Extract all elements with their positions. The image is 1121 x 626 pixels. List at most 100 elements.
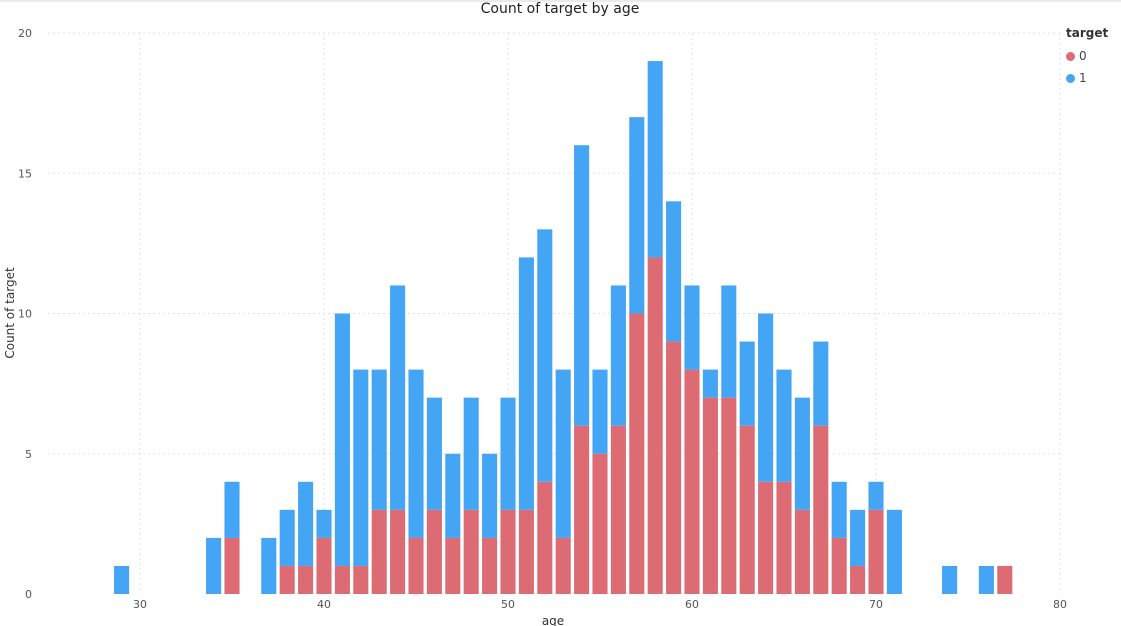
bar-target-1[interactable] bbox=[666, 201, 682, 342]
bar-target-0[interactable] bbox=[666, 341, 682, 594]
bar-target-1[interactable] bbox=[978, 565, 994, 594]
bar-target-0[interactable] bbox=[647, 257, 663, 594]
bar-target-1[interactable] bbox=[279, 509, 295, 566]
bar-target-0[interactable] bbox=[629, 313, 645, 595]
bar-target-1[interactable] bbox=[739, 341, 755, 426]
bar-target-1[interactable] bbox=[500, 397, 516, 510]
x-tick-label: 80 bbox=[1053, 598, 1067, 611]
bar-target-0[interactable] bbox=[500, 509, 516, 594]
bar-target-1[interactable] bbox=[334, 313, 350, 566]
bar-target-0[interactable] bbox=[390, 509, 406, 594]
bar-target-0[interactable] bbox=[684, 369, 700, 594]
bar-target-1[interactable] bbox=[445, 453, 461, 538]
gridlines bbox=[48, 32, 1061, 594]
legend-dot-icon bbox=[1066, 51, 1075, 61]
bar-target-1[interactable] bbox=[390, 285, 406, 510]
x-tick-label: 30 bbox=[133, 598, 147, 611]
bar-target-1[interactable] bbox=[813, 341, 829, 426]
bar-target-0[interactable] bbox=[518, 509, 534, 594]
bar-target-0[interactable] bbox=[426, 509, 442, 594]
bar-target-0[interactable] bbox=[574, 425, 590, 594]
bar-target-0[interactable] bbox=[224, 537, 240, 594]
bar-target-0[interactable] bbox=[850, 565, 866, 594]
x-tick-label: 50 bbox=[501, 598, 515, 611]
bar-target-1[interactable] bbox=[537, 229, 553, 482]
bar-target-1[interactable] bbox=[574, 145, 590, 426]
legend-dot-icon bbox=[1066, 73, 1075, 83]
bar-target-0[interactable] bbox=[353, 565, 369, 594]
bar-target-0[interactable] bbox=[279, 565, 295, 594]
y-tick-label: 15 bbox=[18, 167, 32, 180]
bar-target-0[interactable] bbox=[702, 397, 718, 594]
bar-target-1[interactable] bbox=[647, 61, 663, 258]
bar-target-0[interactable] bbox=[371, 509, 387, 594]
bar-target-1[interactable] bbox=[592, 369, 608, 454]
bar-target-0[interactable] bbox=[482, 537, 498, 594]
bar-target-0[interactable] bbox=[831, 537, 847, 594]
bar-target-1[interactable] bbox=[942, 565, 958, 594]
x-tick-label: 60 bbox=[685, 598, 699, 611]
bar-target-0[interactable] bbox=[298, 565, 314, 594]
bar-target-0[interactable] bbox=[610, 425, 626, 594]
x-tick-label: 70 bbox=[869, 598, 883, 611]
bar-target-1[interactable] bbox=[224, 481, 240, 538]
bar-target-1[interactable] bbox=[316, 509, 332, 538]
bar-target-1[interactable] bbox=[371, 369, 387, 510]
bar-target-0[interactable] bbox=[776, 481, 792, 594]
bar-target-0[interactable] bbox=[794, 509, 810, 594]
legend-title: target bbox=[1066, 26, 1109, 40]
bar-target-0[interactable] bbox=[408, 537, 424, 594]
bar-target-0[interactable] bbox=[463, 509, 479, 594]
bar-target-1[interactable] bbox=[610, 285, 626, 426]
y-tick-label: 0 bbox=[25, 588, 32, 601]
bar-target-0[interactable] bbox=[592, 453, 608, 594]
bar-target-1[interactable] bbox=[353, 369, 369, 566]
axes: 0 5 10 15 20 30 40 50 60 70 80 bbox=[18, 27, 1067, 611]
bar-target-1[interactable] bbox=[518, 257, 534, 510]
bar-target-1[interactable] bbox=[702, 369, 718, 398]
bar-target-1[interactable] bbox=[868, 481, 884, 510]
bar-target-1[interactable] bbox=[426, 397, 442, 510]
y-axis-label: Count of target bbox=[3, 267, 17, 359]
bar-target-1[interactable] bbox=[776, 369, 792, 482]
bar-target-1[interactable] bbox=[463, 397, 479, 510]
bar-target-0[interactable] bbox=[537, 481, 553, 594]
bar-target-1[interactable] bbox=[831, 481, 847, 538]
y-tick-label: 5 bbox=[25, 448, 32, 461]
bar-target-1[interactable] bbox=[721, 285, 737, 398]
y-tick-label: 10 bbox=[18, 308, 32, 321]
bar-target-0[interactable] bbox=[316, 537, 332, 594]
bar-target-1[interactable] bbox=[684, 285, 700, 370]
legend: target 0 1 bbox=[1066, 26, 1108, 89]
bar-target-1[interactable] bbox=[555, 369, 571, 538]
bar-target-1[interactable] bbox=[794, 397, 810, 510]
bar-target-1[interactable] bbox=[261, 537, 277, 594]
bar-target-1[interactable] bbox=[482, 453, 498, 538]
legend-label-1: 1 bbox=[1079, 71, 1087, 85]
legend-item-0[interactable]: 0 bbox=[1066, 45, 1108, 67]
legend-item-1[interactable]: 1 bbox=[1066, 67, 1108, 89]
x-tick-label: 40 bbox=[317, 598, 331, 611]
bar-target-1[interactable] bbox=[629, 117, 645, 314]
top-border bbox=[0, 0, 1121, 2]
bar-target-1[interactable] bbox=[850, 509, 866, 566]
bar-target-1[interactable] bbox=[408, 369, 424, 538]
bar-target-1[interactable] bbox=[298, 481, 314, 566]
bar-target-0[interactable] bbox=[997, 565, 1013, 594]
legend-label-0: 0 bbox=[1079, 49, 1087, 63]
bar-target-0[interactable] bbox=[758, 481, 774, 594]
bar-target-0[interactable] bbox=[739, 425, 755, 594]
bar-target-1[interactable] bbox=[114, 565, 130, 594]
bar-target-0[interactable] bbox=[868, 509, 884, 594]
bar-target-0[interactable] bbox=[555, 537, 571, 594]
bar-target-0[interactable] bbox=[334, 565, 350, 594]
bar-target-0[interactable] bbox=[445, 537, 461, 594]
bar-target-1[interactable] bbox=[206, 537, 222, 594]
bar-target-0[interactable] bbox=[813, 425, 829, 594]
bar-target-1[interactable] bbox=[758, 313, 774, 482]
chart-title: Count of target by age bbox=[481, 1, 640, 17]
bar-target-0[interactable] bbox=[721, 397, 737, 594]
bar-target-1[interactable] bbox=[886, 509, 902, 594]
x-axis-label: age bbox=[542, 614, 564, 626]
